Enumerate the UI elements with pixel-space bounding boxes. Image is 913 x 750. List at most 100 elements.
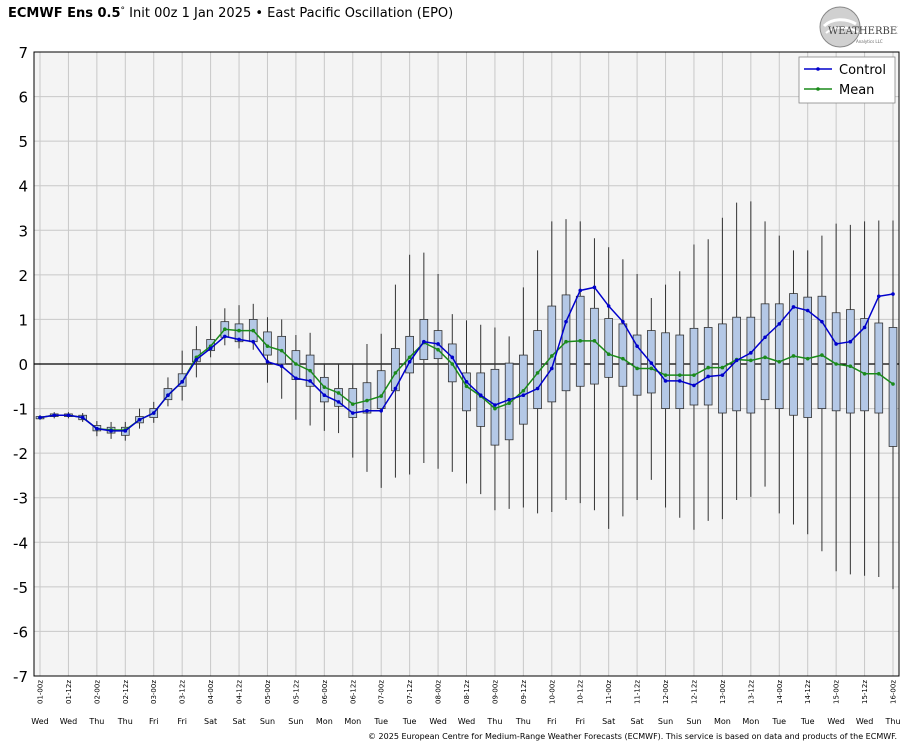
mean-point [791,354,796,358]
control-point [336,400,341,404]
y-tick-label: -4 [13,534,28,552]
x-time-label: 09-00z [491,680,499,704]
mean-point [564,339,568,344]
control-point [194,357,199,362]
control-point [180,380,184,384]
x-time-label: 04-00z [207,680,215,704]
x-day-label: Mon [714,717,731,726]
control-point [763,335,767,340]
ensemble-box [334,388,343,407]
control-point [308,379,312,383]
y-tick-label: -6 [13,623,28,641]
ensemble-box [774,303,784,409]
x-day-label: Sat [602,717,615,726]
control-point [407,359,412,364]
control-point [137,417,142,422]
mean-point [592,339,597,343]
x-time-label: 10-12z [577,680,585,704]
x-day-label: Wed [429,717,446,726]
ensemble-box [362,382,372,414]
ensemble-box [675,334,685,409]
control-point [123,429,128,433]
x-day-label: Sat [631,717,644,726]
x-time-label: 12-00z [662,680,670,704]
control-point [109,429,113,433]
mean-point [706,365,710,370]
legend-marker-control [816,67,820,71]
y-tick-label: 3 [18,222,28,240]
mean-point [820,353,824,357]
mean-point [521,388,526,393]
ensemble-box [618,323,628,387]
x-day-label: Mon [742,717,759,726]
mean-point [550,354,554,358]
title-description: Init 00z 1 Jan 2025 • East Pacific Oscil… [125,6,454,21]
mean-point [464,384,469,389]
control-point [464,380,469,384]
control-point [734,358,739,363]
mean-point [265,344,270,348]
control-point [450,355,455,360]
control-point [663,379,668,383]
control-point [166,393,170,398]
mean-point [393,371,398,375]
legend-marker-mean [816,87,820,91]
x-day-label: Wed [31,717,48,726]
control-point [52,413,57,418]
control-point [393,386,398,391]
mean-point [606,352,611,356]
mean-point [621,356,625,361]
control-point [507,397,511,402]
ensemble-box [746,316,756,414]
ensemble-box [376,370,386,409]
mean-point [692,373,696,377]
x-day-label: Fri [177,717,187,726]
control-point [891,292,895,296]
control-point [720,373,725,377]
control-point [876,294,881,299]
ensemble-box [533,330,542,409]
ensemble-box [874,322,884,414]
mean-point [876,372,881,376]
control-point [350,411,355,415]
x-time-label: 04-12z [236,680,244,704]
y-tick-label: -5 [13,579,28,597]
chart-title: ECMWF Ens 0.5° Init 00z 1 Jan 2025 • Eas… [8,6,453,24]
x-time-label: 14-00z [776,680,784,704]
control-point [862,325,867,330]
x-day-label: Thu [486,717,502,726]
x-day-label: Sun [658,717,673,726]
mean-point [350,402,355,406]
mean-point [507,401,511,406]
plot-frame [33,51,900,677]
y-tick-label: 2 [18,267,28,285]
control-point [80,415,85,420]
x-time-label: 08-00z [435,680,443,704]
mean-point [663,373,668,377]
control-point [777,322,782,326]
ensemble-box [419,319,429,360]
x-time-label: 08-12z [463,680,471,704]
mean-point [223,327,227,332]
control-point [578,288,583,293]
x-time-label: 10-00z [548,680,556,704]
control-point [95,426,99,431]
x-day-label: Mon [316,717,333,726]
mean-point [294,362,298,366]
x-day-label: Sat [204,717,217,726]
x-time-label: 11-00z [605,680,613,704]
x-time-label: 05-00z [264,680,272,704]
x-time-label: 11-12z [634,680,642,704]
control-point [422,339,426,344]
mean-point [805,356,810,361]
y-tick-label: 6 [18,89,28,107]
mean-point [336,391,341,395]
x-time-label: 16-00z [890,680,898,704]
control-point [379,409,384,413]
control-point [493,403,497,407]
x-day-label: Sun [686,717,701,726]
x-day-label: Thu [884,717,900,726]
title-degree: ° [120,6,126,16]
control-point [749,351,753,355]
x-time-label: 03-00z [150,680,158,704]
